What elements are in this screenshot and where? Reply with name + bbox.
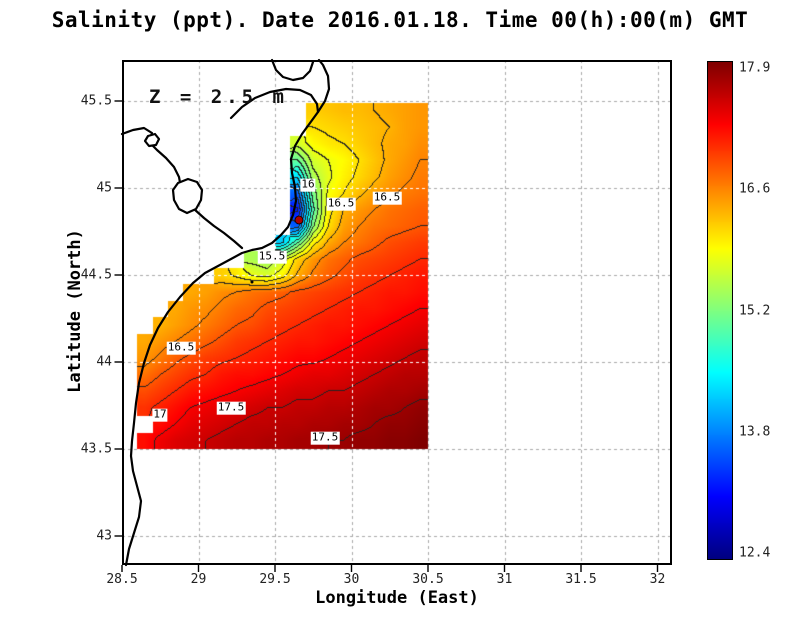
y-tick-label: 44.5 xyxy=(80,267,112,283)
colorbar-tick-label: 17.9 xyxy=(739,60,771,76)
x-tick-label: 31.5 xyxy=(565,572,597,587)
colorbar-tick-label: 15.2 xyxy=(739,303,771,318)
x-tick-label: 29.5 xyxy=(259,572,291,587)
x-tick-label: 30 xyxy=(343,572,360,587)
colorbar xyxy=(707,61,733,560)
colorbar-labels: 17.9 16.6 15.2 13.8 12.4 xyxy=(739,60,795,561)
y-axis-label: Latitude (North) xyxy=(65,229,85,393)
contour-label: 16.5 xyxy=(372,190,402,205)
y-tick-label: 45.5 xyxy=(80,93,112,109)
contour-label: 16.5 xyxy=(166,340,196,355)
y-tick-label: 44 xyxy=(96,354,112,370)
x-axis-label: Longitude (East) xyxy=(315,588,479,608)
contour-label: 16.5 xyxy=(326,196,356,211)
contour-label: 16 xyxy=(300,177,316,192)
chart-title: Salinity (ppt). Date 2016.01.18. Time 00… xyxy=(51,8,749,32)
colorbar-gradient xyxy=(708,62,732,559)
colorbar-tick-label: 12.4 xyxy=(739,545,771,561)
x-tick-label: 29 xyxy=(190,572,207,587)
x-tick-label: 31 xyxy=(496,572,513,587)
x-tick-label: 28.5 xyxy=(106,572,138,587)
contour-label: 17.5 xyxy=(216,400,246,415)
x-tick-label: 32 xyxy=(649,572,666,587)
y-tick-label: 43 xyxy=(96,528,112,544)
heatmap-canvas xyxy=(122,60,672,565)
plot-area xyxy=(122,60,672,565)
colorbar-tick-label: 16.6 xyxy=(739,181,771,197)
y-tick-label: 45 xyxy=(96,180,112,196)
x-tick-label: 30.5 xyxy=(412,572,444,587)
colorbar-tick-label: 13.8 xyxy=(739,424,771,440)
contour-label: 17.5 xyxy=(310,430,340,445)
depth-annotation: Z = 2.5 m xyxy=(149,86,288,108)
contour-label: 15.5 xyxy=(257,249,287,264)
y-tick-label: 43.5 xyxy=(80,441,112,457)
contour-label: 17 xyxy=(152,407,168,422)
